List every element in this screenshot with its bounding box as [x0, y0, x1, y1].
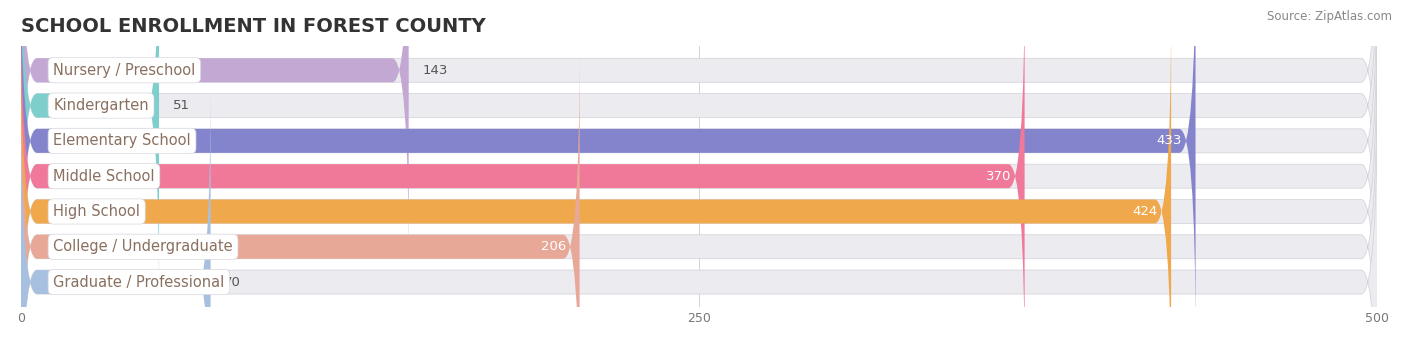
Text: Middle School: Middle School — [53, 169, 155, 184]
Text: 70: 70 — [224, 276, 240, 289]
Text: High School: High School — [53, 204, 141, 219]
Text: 370: 370 — [986, 170, 1011, 183]
FancyBboxPatch shape — [21, 47, 1378, 342]
FancyBboxPatch shape — [21, 0, 1378, 341]
FancyBboxPatch shape — [21, 0, 1378, 270]
FancyBboxPatch shape — [21, 0, 1195, 341]
FancyBboxPatch shape — [21, 12, 1378, 342]
Text: Kindergarten: Kindergarten — [53, 98, 149, 113]
FancyBboxPatch shape — [21, 0, 1378, 342]
FancyBboxPatch shape — [21, 0, 1378, 305]
Text: Source: ZipAtlas.com: Source: ZipAtlas.com — [1267, 10, 1392, 23]
Text: 143: 143 — [422, 64, 447, 77]
FancyBboxPatch shape — [21, 82, 1378, 342]
Text: 433: 433 — [1157, 134, 1182, 147]
FancyBboxPatch shape — [21, 0, 409, 270]
Text: Graduate / Professional: Graduate / Professional — [53, 275, 225, 290]
Text: Elementary School: Elementary School — [53, 133, 191, 148]
Text: 51: 51 — [173, 99, 190, 112]
Text: Nursery / Preschool: Nursery / Preschool — [53, 63, 195, 78]
FancyBboxPatch shape — [21, 0, 1025, 342]
Text: SCHOOL ENROLLMENT IN FOREST COUNTY: SCHOOL ENROLLMENT IN FOREST COUNTY — [21, 17, 485, 36]
FancyBboxPatch shape — [21, 12, 1171, 342]
FancyBboxPatch shape — [21, 0, 159, 305]
Text: 424: 424 — [1132, 205, 1157, 218]
Text: College / Undergraduate: College / Undergraduate — [53, 239, 233, 254]
Text: 206: 206 — [541, 240, 567, 253]
FancyBboxPatch shape — [21, 47, 579, 342]
FancyBboxPatch shape — [21, 82, 211, 342]
